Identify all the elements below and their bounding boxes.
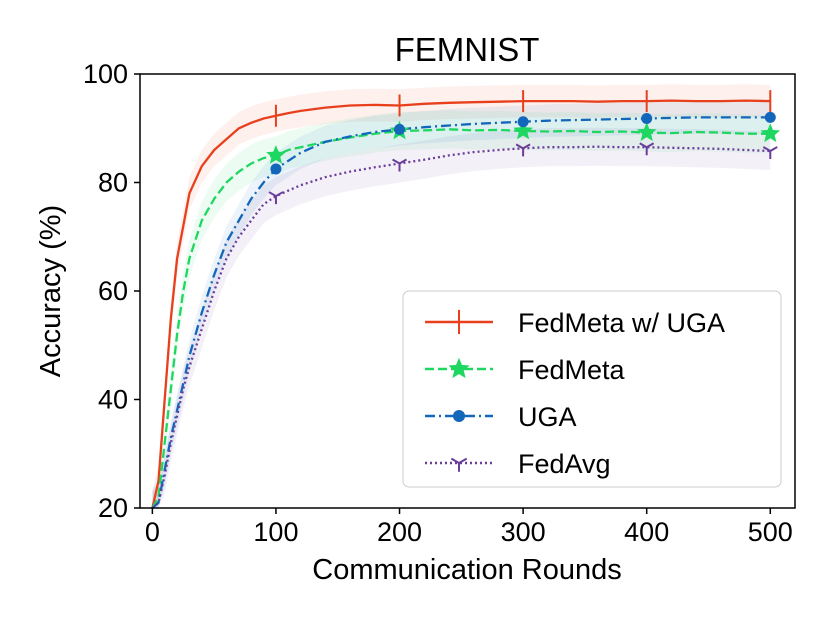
confidence-bands [152, 84, 771, 509]
series-line-3 [151, 145, 771, 509]
legend-item: FedMeta w/ UGA [425, 308, 725, 338]
marker-2 [641, 112, 653, 124]
y-tick-label: 20 [98, 493, 128, 523]
legend-item: FedMeta [425, 355, 626, 385]
marker-3 [639, 142, 655, 156]
marker-3 [268, 191, 284, 205]
marker-2 [270, 163, 282, 175]
marker-2 [394, 123, 406, 135]
x-tick-label: 200 [377, 517, 422, 547]
legend-label: FedMeta w/ UGA [518, 308, 725, 338]
x-tick-label: 300 [501, 517, 546, 547]
marker-1 [760, 123, 781, 143]
x-tick-label: 100 [253, 517, 298, 547]
x-tick-label: 400 [624, 517, 669, 547]
legend: FedMeta w/ UGA FedMeta UGA FedAvg [402, 290, 782, 488]
legend-items: FedMeta w/ UGA FedMeta UGA FedAvg [425, 308, 725, 479]
band-3 [152, 127, 771, 508]
legend-item: FedAvg [425, 449, 611, 479]
marker-3 [515, 143, 531, 157]
x-axis-ticks: 0 100 200 300 400 500 [145, 508, 793, 547]
marker-3 [392, 158, 407, 172]
marker-2 [764, 111, 776, 123]
marker-1 [266, 145, 286, 164]
legend-item: UGA [425, 402, 577, 432]
legend-label: UGA [518, 402, 577, 432]
marker-1 [636, 122, 657, 141]
y-tick-label: 60 [98, 276, 128, 306]
y-axis-label: Accuracy (%) [35, 205, 67, 377]
x-tick-label: 0 [145, 517, 160, 547]
series-line-2 [151, 116, 771, 509]
legend-label: FedMeta [518, 355, 626, 385]
marker-1 [513, 120, 533, 140]
series-lines [151, 99, 771, 509]
chart-title: FEMNIST [395, 31, 540, 68]
series-line-0 [151, 99, 771, 509]
y-tick-label: 100 [83, 59, 128, 89]
marker-3 [762, 146, 778, 160]
marker-2 [517, 116, 529, 128]
series-markers [266, 90, 781, 205]
legend-box [402, 290, 782, 488]
x-tick-label: 500 [748, 517, 793, 547]
y-tick-label: 80 [98, 168, 128, 198]
y-axis-ticks: 20 40 60 80 100 [83, 59, 140, 523]
legend-label: FedAvg [518, 449, 611, 479]
band-1 [152, 110, 771, 509]
y-tick-label: 40 [98, 385, 128, 415]
x-axis-label: Communication Rounds [312, 554, 621, 586]
